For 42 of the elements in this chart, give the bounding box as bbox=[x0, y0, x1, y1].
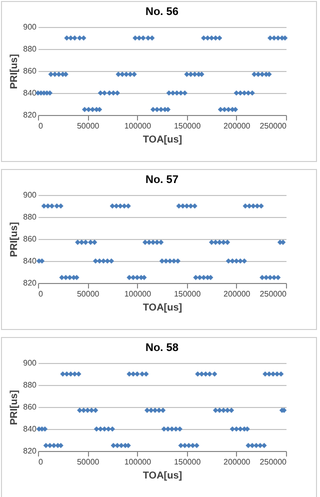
x-tick-label: 50000 bbox=[76, 290, 100, 298]
x-tick-label: 250000 bbox=[260, 122, 288, 130]
x-axis-title: TOA[us] bbox=[142, 470, 182, 482]
y-tick-label: 860 bbox=[23, 402, 38, 412]
x-axis-title: TOA[us] bbox=[142, 302, 182, 314]
y-tick-label: 820 bbox=[23, 446, 38, 456]
y-axis-title: PRI[us] bbox=[9, 390, 20, 425]
y-tick-label: 860 bbox=[23, 234, 38, 244]
y-tick-label: 900 bbox=[23, 22, 38, 32]
x-tick-label: 200000 bbox=[224, 290, 251, 298]
y-tick-label: 880 bbox=[23, 212, 38, 222]
y-tick-label: 900 bbox=[23, 190, 38, 200]
x-tick-label: 0 bbox=[38, 458, 44, 466]
x-tick-label: 100000 bbox=[124, 458, 152, 466]
y-tick-label: 880 bbox=[23, 44, 38, 54]
chart-title: No. 57 bbox=[145, 174, 179, 186]
y-tick-label: 840 bbox=[23, 256, 38, 266]
y-tick-label: 840 bbox=[23, 424, 38, 434]
x-tick-label: 0 bbox=[38, 122, 44, 130]
y-axis-title: PRI[us] bbox=[9, 222, 20, 257]
x-axis-title: TOA[us] bbox=[142, 134, 182, 146]
chart-title: No. 56 bbox=[145, 6, 179, 18]
y-tick-label: 820 bbox=[23, 110, 38, 120]
x-tick-label: 200000 bbox=[224, 458, 251, 466]
x-tick-label: 150000 bbox=[174, 122, 202, 130]
y-tick-label: 860 bbox=[23, 66, 38, 76]
x-tick-label: 100000 bbox=[124, 290, 152, 298]
y-tick-label: 820 bbox=[23, 278, 38, 288]
y-tick-label: 880 bbox=[23, 380, 38, 390]
x-tick-label: 50000 bbox=[76, 122, 100, 130]
y-axis-title: PRI[us] bbox=[9, 54, 20, 89]
x-tick-label: 150000 bbox=[174, 290, 202, 298]
x-tick-label: 200000 bbox=[224, 122, 251, 130]
x-tick-label: 0 bbox=[38, 290, 44, 298]
x-tick-label: 150000 bbox=[174, 458, 202, 466]
y-tick-label: 840 bbox=[23, 88, 38, 98]
x-tick-label: 100000 bbox=[124, 122, 152, 130]
x-tick-label: 250000 bbox=[260, 290, 288, 298]
chart-title: No. 58 bbox=[145, 342, 179, 354]
x-tick-label: 50000 bbox=[76, 458, 100, 466]
y-tick-label: 900 bbox=[23, 358, 38, 368]
x-tick-label: 250000 bbox=[260, 458, 288, 466]
